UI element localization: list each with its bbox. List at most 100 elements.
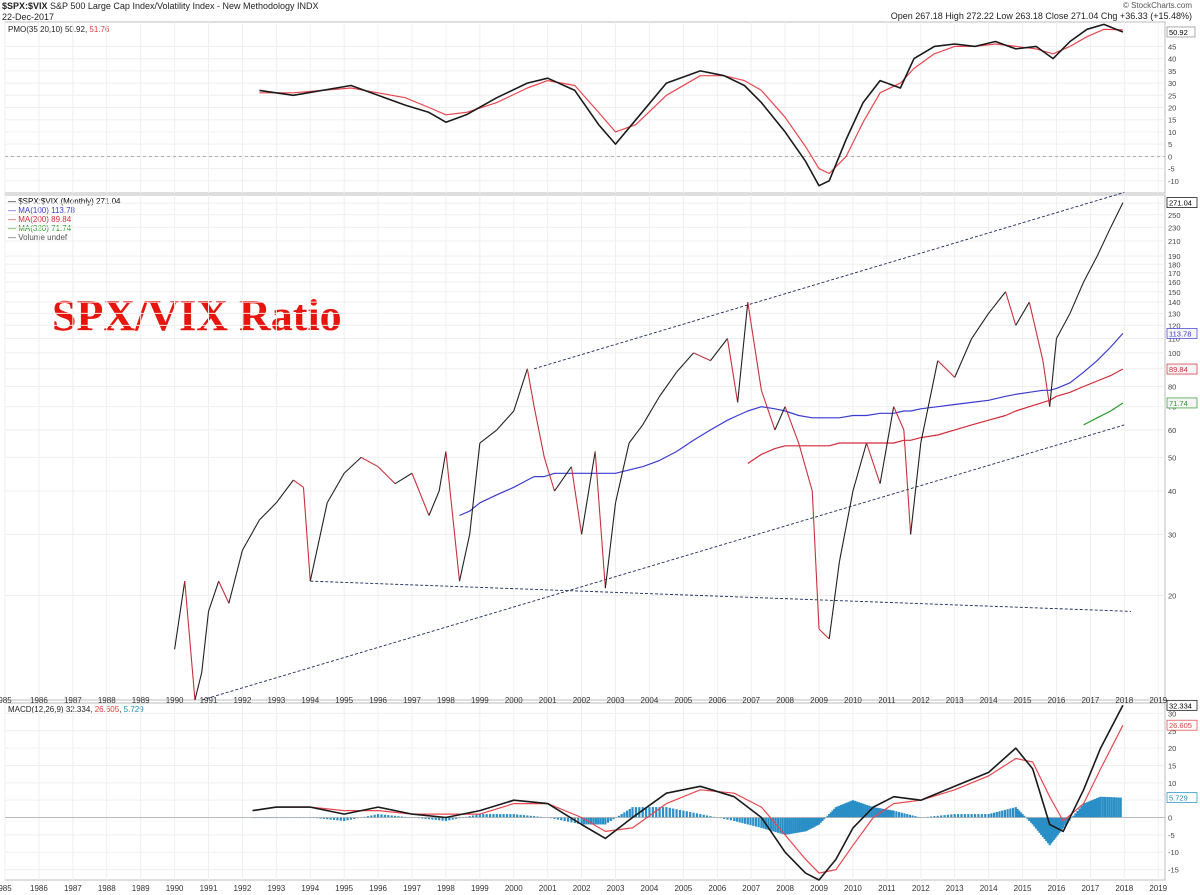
x-tick-label-price: 2016 (1048, 696, 1066, 705)
x-tick-label-price: 1991 (200, 696, 218, 705)
macd-histogram-bar (749, 817, 752, 826)
macd-histogram-bar (1001, 810, 1004, 818)
chart-symbol: $SPX:$VIX (2, 1, 48, 11)
macd-histogram-bar (892, 810, 895, 818)
price-y-tick-label: 210 (1168, 237, 1181, 246)
price-badge (1166, 397, 1198, 409)
price-line-segment (533, 406, 545, 458)
macd-histogram-bar (784, 817, 787, 835)
price-line-segment (879, 406, 895, 484)
x-tick-label-price: 2009 (810, 696, 828, 705)
macd-y-tick-label: 20 (1168, 744, 1176, 753)
ma200-line (747, 368, 1124, 464)
price-line-segment (676, 352, 694, 373)
chart-description: S&P 500 Large Cap Index/Volatility Index… (50, 1, 295, 11)
macd-histogram-bar (387, 815, 390, 818)
x-tick-label-bottom: 2002 (573, 884, 591, 893)
x-tick-label-bottom: 1996 (369, 884, 387, 893)
macd-histogram-bar (393, 815, 397, 818)
macd-histogram-bar (1062, 817, 1065, 828)
price-line-segment (377, 466, 396, 485)
x-tick-label-bottom: 1994 (301, 884, 319, 893)
price-line-segment (1055, 313, 1071, 339)
macd-histogram-bar (864, 804, 867, 818)
macd-histogram-bar (424, 817, 427, 819)
pmo-legend-value: 50.92 (64, 25, 85, 34)
price-line-segment (1083, 255, 1098, 283)
macd-histogram-bar (862, 803, 865, 818)
price-line-segment (710, 338, 728, 361)
macd-histogram-bar (1048, 817, 1051, 846)
macd-histogram-bar (346, 817, 349, 821)
x-tick-label-bottom: 1993 (267, 884, 285, 893)
macd-histogram-bar (1041, 817, 1044, 837)
x-tick-label-price: 2007 (742, 696, 760, 705)
x-tick-label-price: 1998 (437, 696, 455, 705)
macd-histogram-bar (590, 817, 593, 825)
price-y-tick-label: 140 (1168, 298, 1181, 307)
chart-ohlc: Open 267.18 High 272.22 Low 263.18 Close… (890, 11, 1192, 21)
price-legend-item: — MA(320) 71.74 (8, 224, 72, 233)
price-line-segment (988, 291, 1007, 314)
macd-histogram-bar (843, 803, 846, 818)
macd-signal-line (252, 724, 1124, 874)
price-line-segment (543, 457, 556, 492)
macd-histogram-bar (665, 807, 668, 818)
macd-histogram-bar (998, 811, 1001, 818)
macd-histogram-bar (741, 817, 744, 824)
pmo-y-tick-label: 25 (1168, 91, 1176, 100)
macd-histogram-bar (695, 813, 699, 818)
price-line-segment (458, 534, 471, 582)
macd-badge-text: 32.334 (1169, 701, 1192, 710)
macd-histogram-bar (845, 802, 848, 818)
macd-histogram-bar (580, 817, 583, 825)
macd-histogram-bar (326, 817, 329, 820)
macd-histogram-bar (813, 817, 817, 827)
macd-histogram-bar (987, 814, 990, 818)
price-line-segment (184, 581, 196, 701)
macd-histogram-bar (950, 814, 953, 818)
macd-histogram-bar (332, 817, 336, 820)
overlay-title: SPX/VIX Ratio (52, 291, 342, 340)
chart-watermark: © StockCharts.com (1122, 1, 1192, 10)
price-y-tick-label: 80 (1168, 383, 1176, 392)
macd-y-tick-label: -15 (1168, 866, 1179, 875)
macd-histogram-bar (851, 800, 855, 818)
macd-histogram-bar (499, 814, 502, 818)
macd-histogram-bar (1084, 802, 1087, 818)
macd-histogram-bar (380, 814, 383, 818)
macd-histogram-bar (760, 817, 763, 828)
price-line-segment (1042, 360, 1051, 407)
macd-histogram-bar (733, 817, 736, 821)
macd-histogram-bar (802, 817, 805, 832)
macd-histogram-bar (1035, 817, 1038, 829)
pmo-y-tick-label: 45 (1168, 42, 1176, 51)
price-line-segment (747, 302, 762, 391)
macd-histogram-bar (702, 814, 705, 818)
macd-histogram-bar (566, 817, 570, 822)
price-line-segment (469, 442, 481, 535)
macd-histogram-bar (1006, 809, 1009, 818)
macd-histogram-bar (343, 817, 346, 821)
macd-histogram-bar (475, 814, 478, 818)
macd-histogram-bar (421, 817, 424, 819)
trendline (533, 191, 1125, 370)
macd-histogram-bar (1082, 803, 1085, 818)
pmo-y-tick-label: 15 (1168, 116, 1176, 125)
macd-histogram-bar (888, 809, 891, 818)
price-line-segment (910, 442, 922, 535)
macd-histogram-bar (606, 817, 610, 823)
macd-histogram-bar (779, 817, 782, 834)
price-badge (1166, 197, 1198, 208)
macd-histogram-bar (553, 817, 556, 819)
price-line-segment (394, 472, 413, 485)
macd-histogram-bar (1056, 817, 1059, 835)
macd-histogram-bar (900, 812, 903, 818)
macd-histogram-bar (1101, 796, 1104, 818)
chart-exchange: INDX (297, 1, 319, 11)
x-tick-label-price: 985 (0, 696, 12, 705)
x-tick-label-bottom: 1999 (471, 884, 489, 893)
macd-histogram-bar (668, 807, 671, 818)
x-tick-label-bottom: 2008 (776, 884, 794, 893)
